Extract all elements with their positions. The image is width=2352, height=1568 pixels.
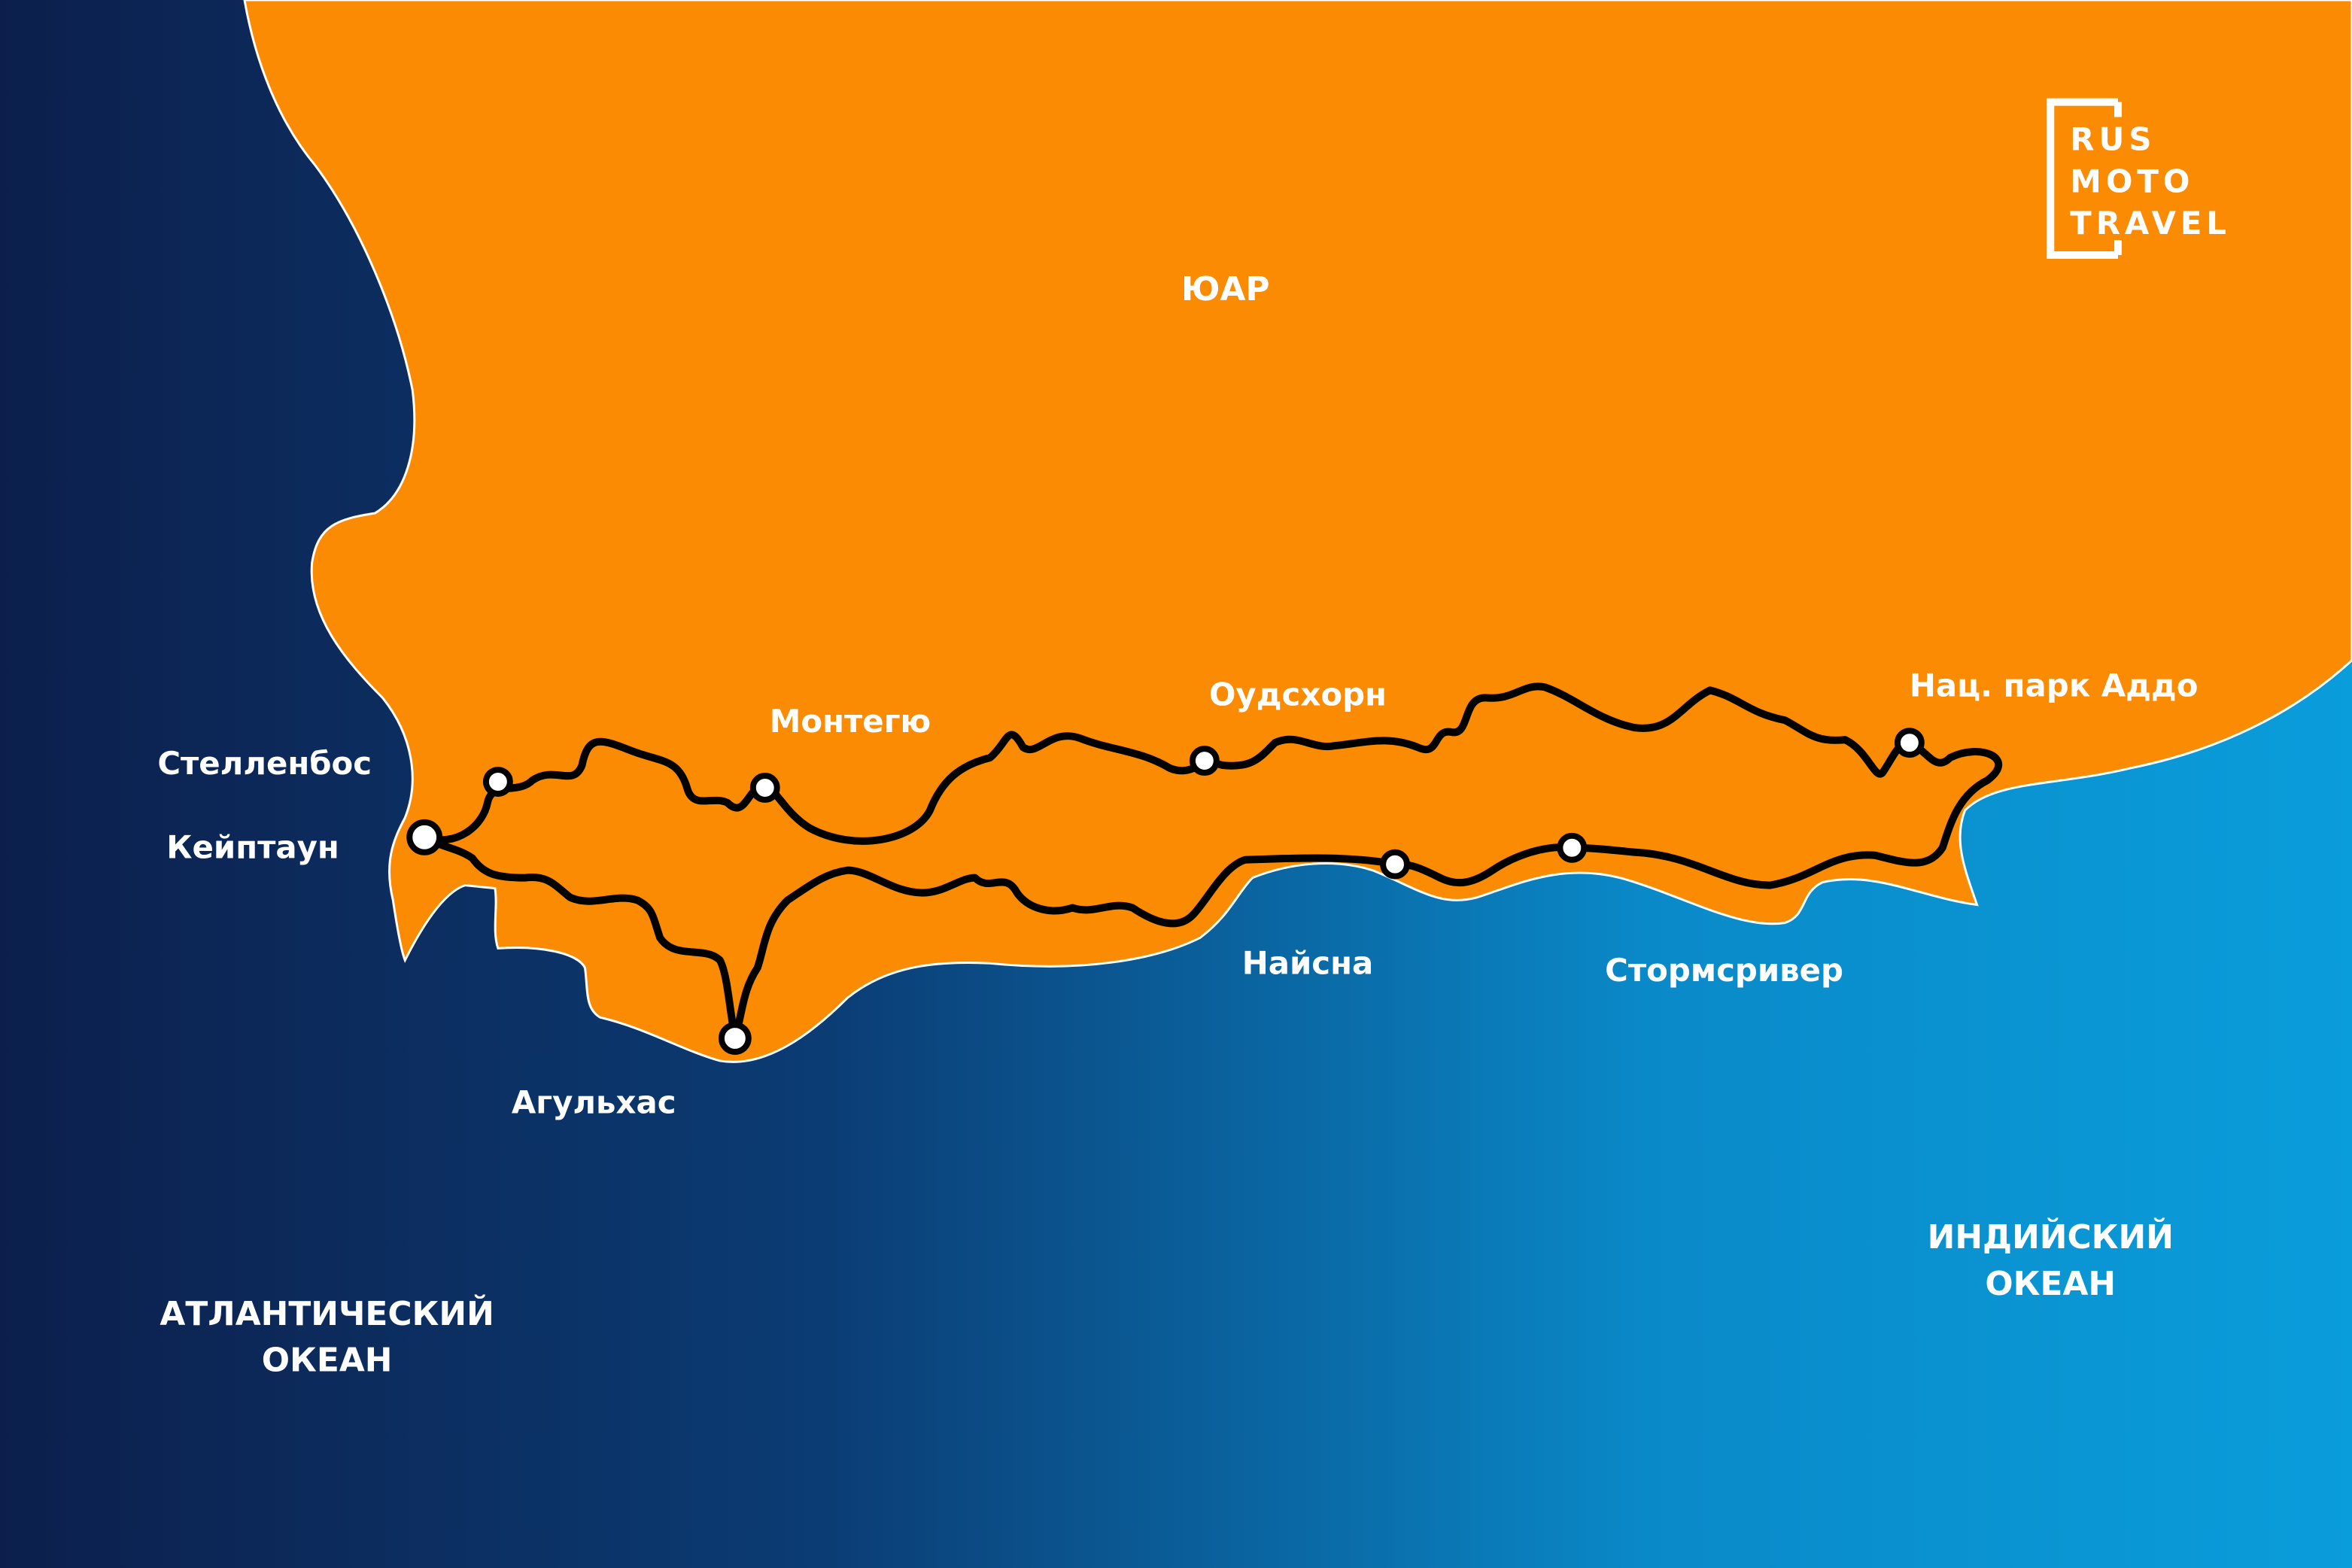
city-label: Агульхас: [512, 1084, 676, 1121]
ocean-label: ОКЕАН: [262, 1342, 393, 1380]
city-label: Монтегю: [770, 703, 931, 740]
ocean-label: АТЛАНТИЧЕСКИЙ: [160, 1293, 494, 1333]
stop-point: [482, 767, 513, 797]
city-label: Стормсривер: [1605, 952, 1843, 989]
country-label: ЮАР: [1181, 270, 1270, 308]
ocean-label: ОКЕАН: [1985, 1265, 2116, 1303]
ocean-label: ИНДИЙСКИЙ: [1928, 1217, 2174, 1257]
stop-point: [718, 1022, 752, 1055]
stop-point: [406, 819, 443, 855]
logo-text: TRAVEL: [2070, 205, 2231, 242]
logo-text: MOTO: [2070, 163, 2194, 199]
stop-point: [749, 773, 780, 803]
stop-point: [1894, 728, 1925, 758]
stop-point: [1557, 832, 1588, 863]
logo-text: RUS: [2070, 120, 2156, 157]
city-label: Нац. парк Аддо: [1910, 667, 2199, 703]
stop-point: [1189, 746, 1220, 776]
city-label: Найсна: [1242, 944, 1374, 981]
route: [421, 682, 2003, 1043]
logo: RUS MOTO TRAVEL: [2047, 98, 2231, 260]
logo-bracket: [2047, 98, 2118, 260]
route-stops: [406, 728, 1925, 1055]
city-label: Стелленбос: [157, 745, 372, 782]
stop-point: [1380, 849, 1411, 880]
city-label: Кейптаун: [166, 829, 339, 866]
city-label: Оудсхорн: [1209, 676, 1387, 713]
